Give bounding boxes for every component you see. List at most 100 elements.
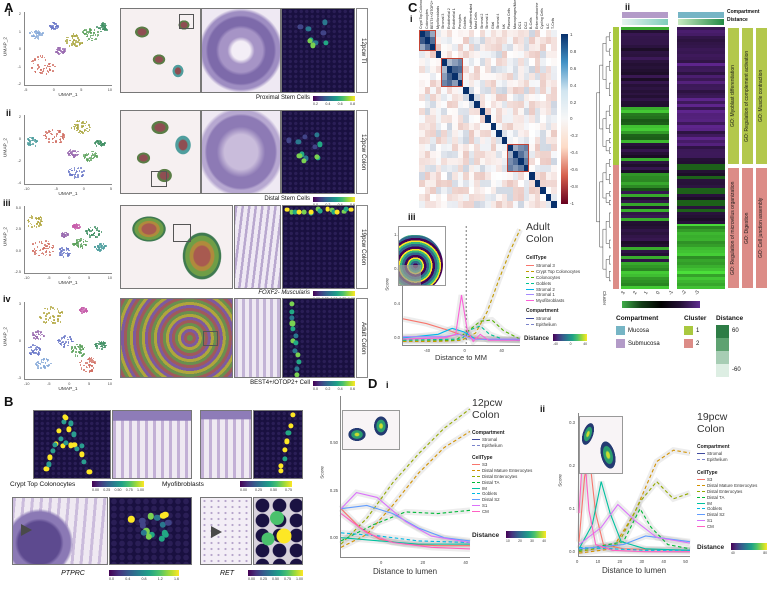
go-term-1: GO: Myoblast differentiation	[727, 27, 740, 165]
tick-label: 0.8	[141, 577, 147, 581]
tick-label: -5	[47, 382, 51, 386]
colorbar-iii	[313, 291, 355, 296]
legend-item: Distal S2	[697, 512, 757, 518]
tick-label: 40	[499, 348, 504, 353]
heatmap-column-label: Stromal 1	[485, 13, 490, 29]
umap-x-label: UMAP_1	[58, 192, 78, 197]
tick-label: 0	[569, 342, 572, 346]
tick-label: -0.8	[570, 184, 578, 190]
legend-item: S1	[472, 503, 532, 509]
panel-b-label: B	[4, 394, 14, 409]
spot-score-map-iv	[282, 298, 355, 378]
umap-x-label: UMAP_1	[58, 93, 78, 98]
legend-line-swatch	[526, 282, 534, 284]
spot-score-map-i	[281, 8, 355, 93]
legend-item: Stromal	[526, 316, 557, 322]
tick-label: 0.2	[570, 99, 577, 105]
legend-item: Distal S2	[472, 497, 532, 503]
legend-item: Myofibroblasts	[526, 298, 580, 304]
tick-label: 0.75	[285, 488, 292, 492]
histology-crypts-2	[200, 410, 252, 479]
tick-label: 2	[18, 115, 21, 119]
panel-a-row-ii: ii	[6, 108, 12, 118]
legend-item: S1	[697, 518, 757, 524]
tick-label: 0.75	[284, 577, 291, 581]
d1-distance-title: Distance	[472, 532, 500, 539]
tick-label: 0.2	[325, 387, 331, 391]
heatmap-column-label: BEST4+/OTOP2+ Cell	[430, 0, 435, 29]
legend-item: Goblets	[472, 491, 532, 497]
legend-item: Distal Mature Enterocytes	[472, 468, 532, 474]
tick-label: 0.4	[125, 577, 131, 581]
tick-label: 0.4	[337, 387, 343, 391]
legend-line-swatch	[697, 502, 705, 504]
scale-tick: 2	[631, 290, 639, 296]
scale-tick: -2	[680, 289, 689, 297]
tick-label: 20	[617, 559, 623, 564]
tick-label: 0.00	[240, 488, 247, 492]
legend-item: Epithelium	[697, 457, 728, 463]
annot-label-distance: Distance	[727, 17, 748, 23]
sample-label-i: 12pcw TI	[356, 8, 368, 93]
histology-closeup-iii	[234, 205, 281, 289]
legend-line-swatch	[697, 485, 705, 487]
tick-label: 40	[463, 560, 468, 565]
tick-label: 1	[18, 29, 21, 34]
tick-label: 0.6	[337, 102, 343, 106]
c3-plot	[402, 226, 520, 346]
umap-y-label: UMAP_2	[3, 137, 9, 158]
tick-label: 1.00	[296, 577, 303, 581]
tick-label: 0.0	[569, 549, 575, 554]
correlation-colorbar-ticks: 1 0.8 0.6 0.4 0.2 0 -0.2 -0.4 -0.6 -0.8 -1	[570, 32, 582, 206]
tick-label: 0.2	[313, 102, 318, 106]
tick-label: 0.0	[394, 334, 400, 340]
d1-title: 12pcw Colon	[472, 397, 503, 421]
tick-label: 1.6	[174, 577, 179, 581]
umap-x-label: UMAP_1	[58, 387, 78, 392]
b-colorbar-2	[240, 481, 292, 487]
tick-label: 0.6	[349, 387, 355, 391]
panel-a-row-i: i	[8, 8, 11, 18]
tick-label: 0	[82, 187, 85, 191]
go-term-3: GO: Muscle contraction	[755, 27, 768, 165]
go-term-2: GO: Regulation of complement activation	[741, 27, 754, 165]
tick-label: 1	[570, 32, 573, 37]
legend-line-swatch	[526, 324, 534, 326]
panel-c-iii-label: iii	[408, 212, 416, 222]
c3-celltype-title: CellType	[526, 255, 547, 261]
go-heatmap-scale-ticks: 3 2 1 0 -1 -2 -3	[620, 289, 701, 297]
panel-d-ii-label: ii	[540, 404, 546, 414]
legend-line-swatch	[472, 470, 480, 472]
c3-compartment-title: Compartment	[526, 308, 559, 314]
legend-item: CM	[697, 523, 757, 529]
legend-line-swatch	[697, 514, 705, 516]
go-term-4: GO: Regulation of microvillus organizati…	[727, 167, 740, 289]
histology-ptprc	[12, 497, 108, 565]
tick-label: -0.6	[570, 167, 578, 173]
heatmap-column-label: Crypt Top Colonocytes	[419, 0, 423, 29]
d2-inset	[579, 416, 623, 474]
panel-d-i-label: i	[386, 380, 389, 390]
legend-item: Colonocytes	[526, 275, 580, 281]
umap-x-label: UMAP_1	[58, 281, 78, 286]
legend-line-swatch	[526, 265, 534, 267]
c3-title: Adult Colon	[526, 221, 554, 245]
d2-distance-ticks: 40 80	[731, 551, 767, 555]
umap-y-ticks: 3 0 -3	[13, 302, 21, 380]
panel-a-row-iii: iii	[3, 198, 11, 208]
mucosa-swatch	[616, 326, 625, 335]
tick-label: 5	[109, 187, 112, 191]
legend-distance-title: Distance	[716, 315, 744, 322]
heatmap-column-label: Stromal 4	[496, 13, 501, 29]
tick-label: -0.2	[570, 133, 578, 139]
umap-y-ticks: 5.0 2.5 0.0 -2.5	[10, 206, 21, 274]
heatmap-column-label: Plasma Cells	[507, 8, 512, 29]
c3-compartment-legend: Stromal Epithelium	[526, 316, 557, 328]
spot-map-myofibroblasts	[253, 410, 303, 479]
tick-label: 0.3	[569, 420, 575, 425]
heatmap-cluster-box	[419, 30, 436, 52]
tick-label: 0	[576, 559, 579, 564]
tick-label: 0.6	[570, 65, 577, 71]
panel-a-row-iv: iv	[3, 294, 11, 304]
